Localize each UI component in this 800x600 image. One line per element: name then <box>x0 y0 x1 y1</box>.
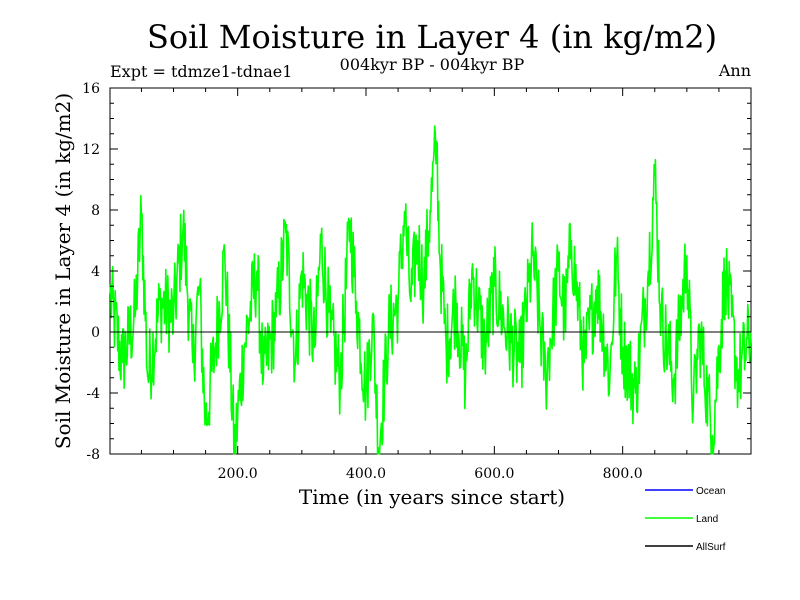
y-tick-label: 16 <box>82 81 100 97</box>
experiment-label: Expt = tdmze1-tdnae1 <box>110 62 292 81</box>
y-tick-label: 4 <box>91 264 100 280</box>
legend-label-allsurf: AllSurf <box>696 542 726 553</box>
y-tick-label: 12 <box>82 142 100 158</box>
plot-frame <box>109 87 752 455</box>
period-label: 004kyr BP - 004kyr BP <box>340 55 525 74</box>
y-tick-label: 8 <box>91 203 100 219</box>
season-label: Ann <box>718 61 751 80</box>
y-axis-label: Soil Moisture in Layer 4 (in kg/m2) <box>51 93 75 449</box>
legend-label-ocean: Ocean <box>696 486 725 497</box>
chart-title: Soil Moisture in Layer 4 (in kg/m2) <box>147 18 717 56</box>
x-tick-label: 800.0 <box>603 466 643 482</box>
x-tick-label: 200.0 <box>218 466 258 482</box>
x-axis-label: Time (in years since start) <box>299 485 565 509</box>
y-tick-label: -8 <box>86 447 100 463</box>
series-line-land <box>109 125 752 455</box>
y-tick-label: -4 <box>86 386 100 402</box>
legend-label-land: Land <box>696 514 718 525</box>
y-axis: -8 -4 0 4 8 12 16 <box>82 81 751 463</box>
x-tick-label: 600.0 <box>474 466 514 482</box>
legend: Ocean Land AllSurf <box>645 486 726 553</box>
x-tick-label: 400.0 <box>346 466 386 482</box>
series-layer <box>109 125 752 455</box>
x-axis: 200.0 400.0 600.0 800.0 <box>140 88 720 482</box>
y-tick-label: 0 <box>91 325 100 341</box>
